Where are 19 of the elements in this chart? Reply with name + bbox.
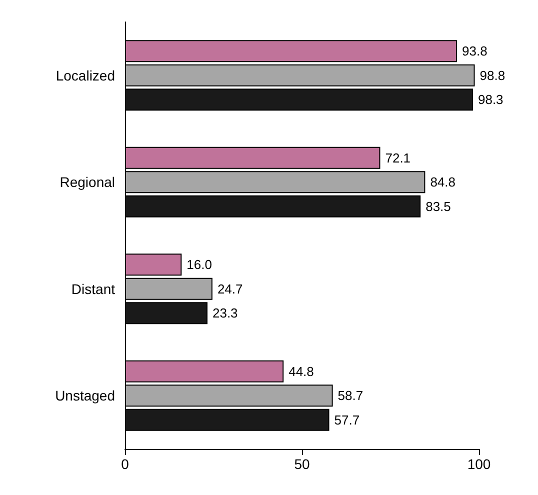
data-label: 98.8 (480, 68, 506, 83)
data-label: 93.8 (462, 44, 488, 59)
y-tick-label: Unstaged (55, 388, 115, 404)
data-label: 58.7 (338, 388, 364, 404)
y-tick-label: Regional (60, 174, 115, 190)
x-tick-label: 100 (467, 456, 491, 472)
data-label: 24.7 (217, 281, 243, 296)
data-label: 16.0 (186, 257, 212, 272)
y-tick-label: Distant (71, 280, 116, 297)
y-tick-label: Localized (56, 67, 115, 84)
data-label: 57.7 (334, 412, 360, 428)
x-tick-label: 50 (294, 456, 310, 472)
data-label: 84.8 (430, 174, 456, 190)
data-label: 98.3 (478, 92, 504, 108)
x-tick-label: 0 (121, 456, 130, 472)
data-label: 83.5 (426, 198, 451, 214)
data-label: 44.8 (288, 364, 314, 379)
data-label: 72.1 (385, 150, 411, 166)
data-label: 23.3 (212, 306, 238, 321)
